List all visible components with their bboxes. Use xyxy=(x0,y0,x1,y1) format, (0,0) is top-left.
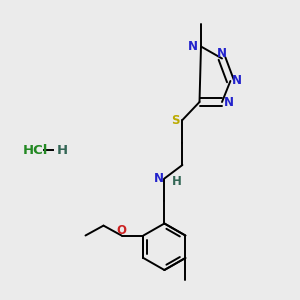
Text: HCl: HCl xyxy=(22,143,48,157)
Text: S: S xyxy=(171,113,179,127)
Text: H: H xyxy=(56,143,68,157)
Text: N: N xyxy=(224,95,234,109)
Text: O: O xyxy=(116,224,127,237)
Text: N: N xyxy=(217,46,227,60)
Text: N: N xyxy=(188,40,198,53)
Text: H: H xyxy=(172,175,181,188)
Text: N: N xyxy=(154,172,164,185)
Text: N: N xyxy=(232,74,242,88)
